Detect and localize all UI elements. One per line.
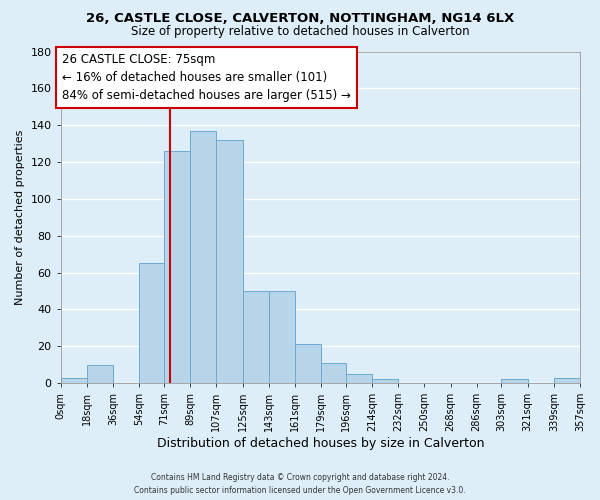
Bar [217, 140, 242, 383]
Text: 26 CASTLE CLOSE: 75sqm
← 16% of detached houses are smaller (101)
84% of semi-de: 26 CASTLE CLOSE: 75sqm ← 16% of detached… [62, 54, 351, 102]
Bar [321, 363, 346, 383]
Text: Contains HM Land Registry data © Crown copyright and database right 2024.
Contai: Contains HM Land Registry data © Crown c… [134, 474, 466, 495]
Bar [295, 344, 321, 383]
Bar [190, 130, 217, 383]
Text: Size of property relative to detached houses in Calverton: Size of property relative to detached ho… [131, 25, 469, 38]
Bar [87, 364, 113, 383]
Bar [242, 291, 269, 383]
Bar [502, 380, 527, 383]
Bar [346, 374, 372, 383]
Text: 26, CASTLE CLOSE, CALVERTON, NOTTINGHAM, NG14 6LX: 26, CASTLE CLOSE, CALVERTON, NOTTINGHAM,… [86, 12, 514, 26]
X-axis label: Distribution of detached houses by size in Calverton: Distribution of detached houses by size … [157, 437, 484, 450]
Bar [372, 380, 398, 383]
Bar [554, 378, 580, 383]
Y-axis label: Number of detached properties: Number of detached properties [15, 130, 25, 305]
Bar [61, 378, 87, 383]
Bar [164, 151, 190, 383]
Bar [139, 264, 164, 383]
Bar [269, 291, 295, 383]
